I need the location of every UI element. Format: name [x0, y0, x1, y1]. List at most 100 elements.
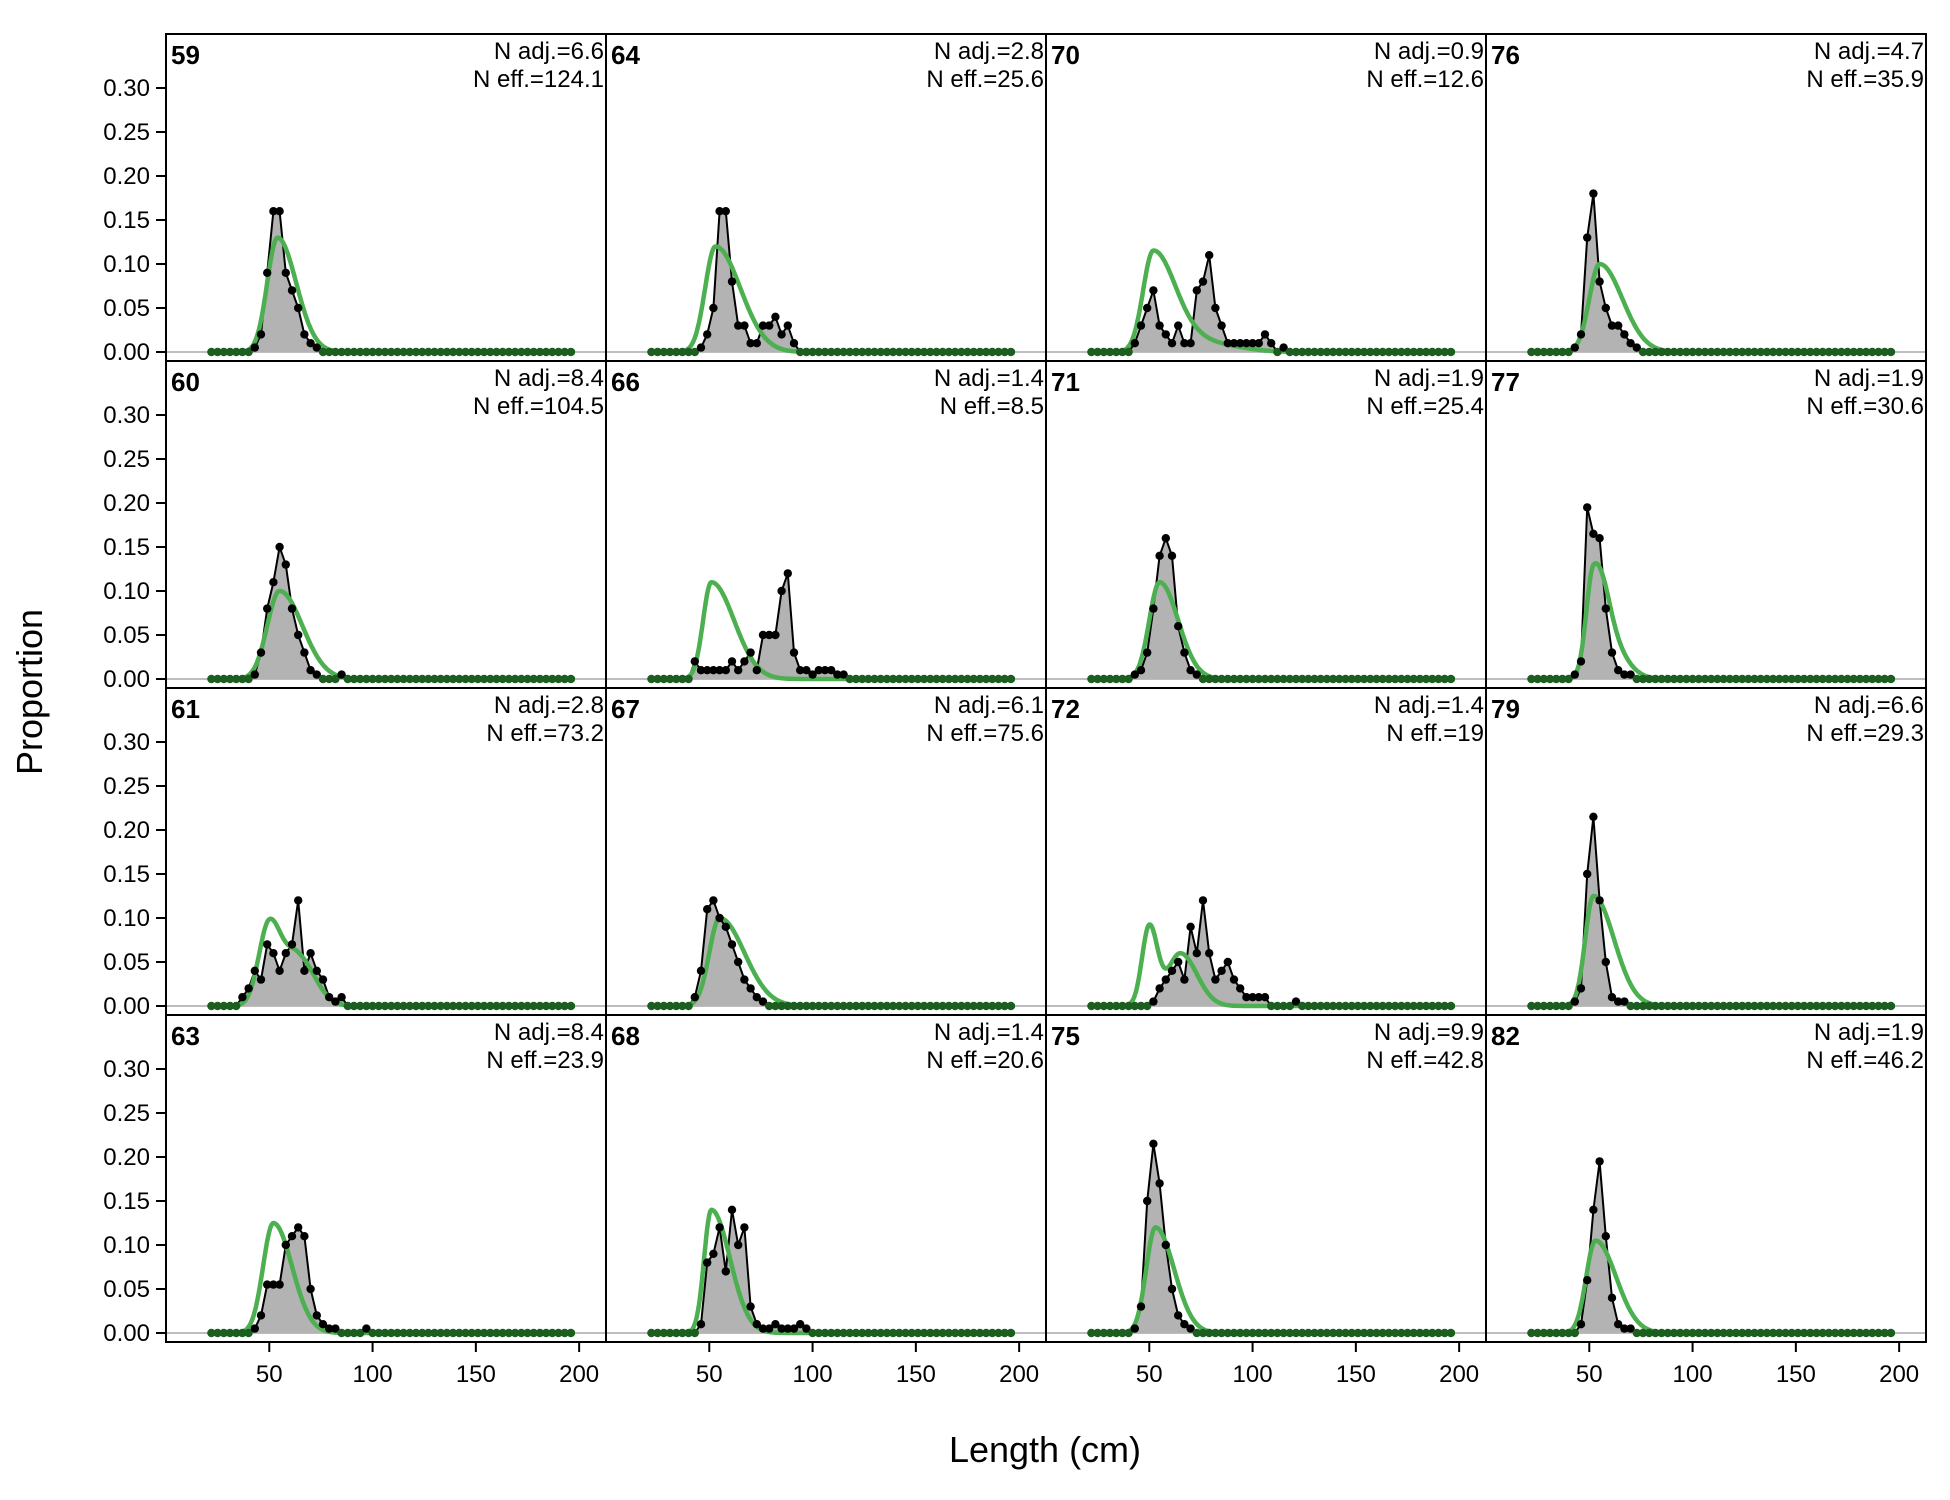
- observed-point: [1409, 674, 1418, 684]
- observed-point: [1738, 674, 1747, 684]
- n-eff-label: N eff.=30.6: [1806, 393, 1924, 420]
- observed-point: [913, 347, 923, 357]
- observed-point: [1793, 1001, 1803, 1011]
- observed-line: [1091, 900, 1451, 1007]
- observed-point: [331, 1324, 340, 1333]
- observed-point: [374, 1328, 383, 1338]
- observed-point: [758, 321, 768, 330]
- observed-point: [1539, 1328, 1549, 1338]
- observed-point: [1632, 1001, 1642, 1011]
- observed-point: [1545, 1001, 1555, 1011]
- observed-point: [1149, 997, 1158, 1006]
- observed-point: [1149, 604, 1158, 613]
- observed-point: [827, 1001, 836, 1011]
- observed-point: [387, 1001, 396, 1011]
- observed-point: [1601, 1232, 1611, 1241]
- observed-point: [281, 268, 290, 277]
- observed-point: [1174, 1311, 1183, 1320]
- observed-point: [957, 1001, 966, 1011]
- panel-id-label: 61: [171, 694, 200, 724]
- panel-id-label: 68: [611, 1021, 640, 1051]
- y-tick-label: 0.25: [103, 1100, 150, 1127]
- observed-point: [1719, 347, 1728, 357]
- observed-point: [1322, 1328, 1332, 1338]
- observed-point: [1806, 347, 1815, 357]
- observed-point: [870, 1328, 879, 1338]
- observed-point: [752, 339, 761, 348]
- observed-point: [864, 347, 873, 357]
- observed-point: [777, 330, 786, 339]
- observed-point: [275, 207, 284, 216]
- panel-68: 68 N adj.=1.4N eff.=20.6: [605, 1014, 1047, 1343]
- observed-point: [709, 1249, 718, 1259]
- observed-point: [727, 657, 737, 666]
- observed-point: [789, 339, 799, 348]
- observed-point: [479, 674, 489, 684]
- observed-point: [325, 1324, 334, 1333]
- observed-point: [1087, 674, 1096, 684]
- observed-point: [1099, 1328, 1109, 1338]
- observed-point: [1874, 1001, 1883, 1011]
- observed-point: [888, 674, 898, 684]
- observed-point: [1000, 674, 1009, 684]
- observed-point: [647, 347, 656, 357]
- observed-point: [715, 913, 724, 923]
- observed-point: [455, 347, 464, 357]
- n-eff-label: N eff.=25.4: [1366, 393, 1484, 420]
- observed-point: [1849, 674, 1858, 684]
- observed-point: [827, 666, 836, 675]
- observed-point: [225, 674, 235, 684]
- observed-point: [796, 347, 805, 357]
- observed-point: [981, 1328, 991, 1338]
- observed-point: [1799, 347, 1809, 357]
- observed-point: [913, 674, 923, 684]
- observed-point: [783, 1001, 792, 1011]
- observed-point: [1806, 1328, 1815, 1338]
- observed-point: [888, 1328, 898, 1338]
- observed-point: [1192, 286, 1202, 295]
- observed-point: [1384, 1001, 1394, 1011]
- observed-point: [1682, 347, 1691, 357]
- observed-point: [1843, 1328, 1852, 1338]
- observed-point: [473, 1001, 483, 1011]
- observed-area: [211, 900, 571, 1006]
- x-tick-label: 200: [999, 1361, 1039, 1388]
- observed-point: [926, 1328, 935, 1338]
- observed-point: [944, 1328, 954, 1338]
- observed-point: [1223, 1328, 1233, 1338]
- observed-point: [263, 604, 272, 613]
- observed-point: [938, 674, 947, 684]
- observed-point: [665, 1001, 675, 1011]
- panel-id-label: 70: [1051, 40, 1080, 70]
- observed-point: [263, 268, 272, 277]
- observed-point: [1186, 922, 1195, 931]
- observed-point: [213, 1328, 222, 1338]
- observed-point: [975, 1001, 985, 1011]
- observed-point: [269, 1280, 278, 1289]
- observed-point: [374, 347, 383, 357]
- observed-point: [1700, 347, 1710, 357]
- n-adj-label: N adj.=1.9: [1814, 1019, 1924, 1046]
- n-adj-label: N adj.=1.4: [1374, 692, 1484, 719]
- observed-point: [442, 674, 452, 684]
- observed-point: [1260, 674, 1270, 684]
- observed-point: [1595, 277, 1604, 286]
- observed-point: [665, 347, 675, 357]
- x-tick-label: 50: [256, 1361, 283, 1388]
- observed-point: [1731, 347, 1741, 357]
- observed-point: [1694, 1328, 1704, 1338]
- observed-point: [1818, 674, 1827, 684]
- observed-point: [1155, 984, 1164, 993]
- observed-point: [696, 343, 706, 352]
- observed-point: [814, 1328, 823, 1338]
- observed-point: [1124, 674, 1133, 684]
- observed-point: [256, 648, 266, 657]
- observed-point: [1861, 674, 1871, 684]
- y-tick-label: 0.05: [103, 622, 150, 649]
- observed-point: [1161, 330, 1171, 339]
- observed-point: [1335, 1328, 1344, 1338]
- x-tick-label: 150: [1336, 1361, 1376, 1388]
- observed-point: [820, 666, 830, 675]
- n-adj-label: N adj.=1.9: [1814, 365, 1924, 392]
- observed-point: [1663, 1328, 1673, 1338]
